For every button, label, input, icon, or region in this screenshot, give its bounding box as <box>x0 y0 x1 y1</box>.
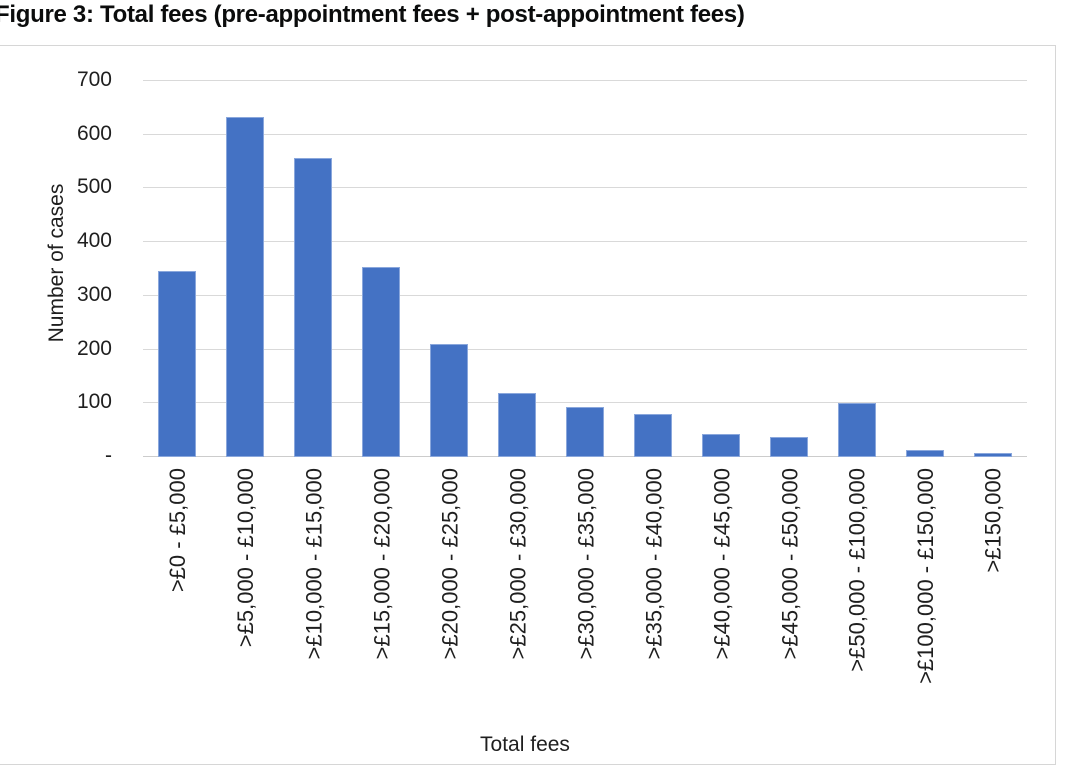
bar <box>226 117 264 457</box>
bar <box>702 434 740 457</box>
bar <box>906 450 944 457</box>
x-tick-label: >£20,000 - £25,000 <box>437 468 462 660</box>
bar <box>974 453 1012 457</box>
y-tick-label: 100 <box>76 390 112 413</box>
bar <box>158 271 196 457</box>
bar <box>634 414 672 457</box>
y-tick-label: 600 <box>76 122 112 145</box>
x-tick-label: >£0 - £5,000 <box>165 468 190 593</box>
y-tick-label: 700 <box>76 68 112 91</box>
y-tick-label: 200 <box>76 337 112 360</box>
x-tick-label: >£30,000 - £35,000 <box>573 468 598 660</box>
bar <box>770 437 808 457</box>
bar <box>838 403 876 457</box>
x-tick-label: >£35,000 - £40,000 <box>641 468 666 660</box>
x-tick-label: >£150,000 <box>981 468 1006 573</box>
gridline <box>143 187 1027 188</box>
x-axis-title: Total fees <box>480 733 570 756</box>
x-tick-label: >£50,000 - £100,000 <box>845 468 870 672</box>
gridline <box>143 80 1027 81</box>
gridline <box>143 134 1027 135</box>
y-tick-label: 400 <box>76 229 112 252</box>
bar <box>362 267 400 457</box>
gridline <box>143 241 1027 242</box>
x-tick-label: >£25,000 - £30,000 <box>505 468 530 660</box>
gridline <box>143 295 1027 296</box>
bar <box>294 158 332 457</box>
bar <box>498 393 536 457</box>
x-tick-label: >£5,000 - £10,000 <box>233 468 258 648</box>
gridline <box>143 349 1027 350</box>
x-tick-label: >£10,000 - £15,000 <box>301 468 326 660</box>
x-tick-label: >£40,000 - £45,000 <box>709 468 734 660</box>
y-axis-title-text: Number of cases <box>45 183 68 343</box>
bar <box>566 407 604 457</box>
x-tick-label: >£100,000 - £150,000 <box>913 468 938 684</box>
x-tick-label: >£45,000 - £50,000 <box>777 468 802 660</box>
gridline <box>143 402 1027 403</box>
figure-title: Figure 3: Total fees (pre-appointment fe… <box>0 1 745 28</box>
x-tick-label: >£15,000 - £20,000 <box>369 468 394 660</box>
bar <box>430 344 468 457</box>
y-tick-label: 300 <box>76 283 112 306</box>
y-tick-label: - <box>105 444 112 467</box>
y-tick-label: 500 <box>76 175 112 198</box>
